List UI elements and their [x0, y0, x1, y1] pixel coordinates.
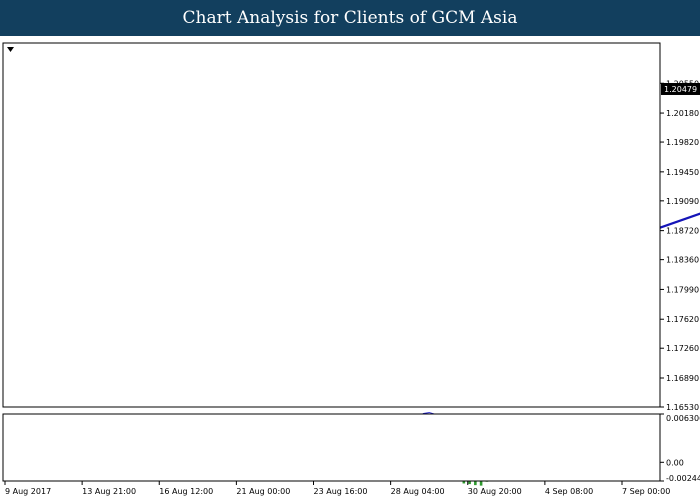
price-tick-label: 1.19820: [666, 138, 699, 147]
time-tick-label: 13 Aug 21:00: [82, 487, 136, 496]
current-price-box: [661, 82, 700, 95]
main-price-pane: 0.0 = 1.2069223.6 = 1.1972738.2 = 1.1913…: [2, 42, 700, 412]
dropdown-triangle-icon: [7, 47, 14, 52]
macd-pane: 0.0063060.00-0.002442 MACD(12,26,9) 0.00…: [2, 412, 700, 486]
macd-axis: 0.006306 0.00 -0.002442: [660, 413, 700, 483]
price-tick-label: 1.19090: [666, 197, 699, 206]
macd-frame-rect: [2, 413, 661, 482]
chart-title: Chart Analysis for Clients of GCM Asia: [182, 8, 518, 28]
time-tick-label: 9 Aug 2017: [5, 487, 51, 496]
price-chart[interactable]: 0.0 = 1.2069223.6 = 1.1972738.2 = 1.1913…: [0, 36, 700, 500]
time-tick-label: 7 Sep 00:00: [622, 487, 670, 496]
price-tick-label: 1.17990: [666, 285, 699, 294]
time-tick-label: 16 Aug 12:00: [159, 487, 213, 496]
macd-tick-label: 0.00: [666, 458, 684, 467]
time-axis: 9 Aug 2017 13 Aug 21:00 16 Aug 12:00 21 Aug…: [4, 481, 670, 496]
time-tick-label: 23 Aug 16:00: [314, 487, 368, 496]
time-tick-label: 30 Aug 20:00: [468, 487, 522, 496]
chart-title-banner: Chart Analysis for Clients of GCM Asia: [0, 0, 700, 36]
time-tick-label: 28 Aug 04:00: [391, 487, 445, 496]
price-tick-label: 1.19450: [666, 168, 699, 177]
time-tick-label: 21 Aug 00:00: [236, 487, 290, 496]
price-tick-label: 1.18720: [666, 227, 699, 236]
price-tick-label: 1.17620: [666, 315, 699, 324]
price-tick-label: 1.20180: [666, 109, 699, 118]
price-tick-label: 1.18360: [666, 256, 699, 265]
price-tick-label: 1.17260: [666, 344, 699, 353]
time-tick-label: 4 Sep 08:00: [545, 487, 593, 496]
price-tick-label: 1.16530: [666, 403, 699, 412]
macd-tick-label: 0.006306: [666, 414, 700, 423]
current-price-label: 1.20479: [664, 85, 697, 94]
macd-tick-label: -0.002442: [666, 474, 700, 483]
price-tick-label: 1.16890: [666, 374, 699, 383]
